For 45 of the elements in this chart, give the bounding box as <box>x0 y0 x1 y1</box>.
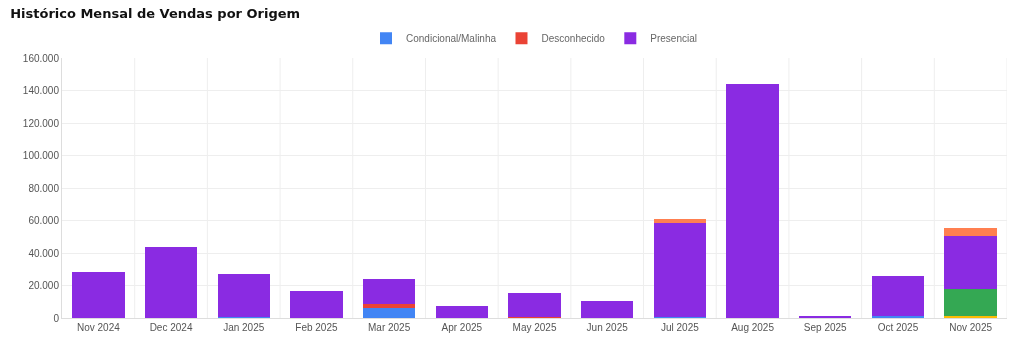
x-tick-label: Mar 2025 <box>367 322 411 333</box>
x-tick-label: Jul 2025 <box>660 322 700 333</box>
x-tick-label: May 2025 <box>512 322 557 333</box>
bar <box>72 271 125 318</box>
bar <box>144 247 198 318</box>
bar <box>581 300 634 318</box>
bar <box>508 293 561 318</box>
bar <box>290 290 343 318</box>
x-tick-label: Jun 2025 <box>586 322 629 333</box>
x-tick-label: Feb 2025 <box>295 322 338 333</box>
bar <box>871 276 925 317</box>
x-tick-label: Aug 2025 <box>731 322 775 333</box>
bar <box>944 236 997 290</box>
x-tick-label: Oct 2025 <box>877 322 919 333</box>
y-tick-label: 40.000 <box>28 247 60 259</box>
bar <box>362 307 416 318</box>
y-tick-label: 60.000 <box>28 215 60 226</box>
bar <box>653 218 707 224</box>
y-tick-label: 20.000 <box>28 280 60 291</box>
legend-label: Desconhecido <box>541 33 606 45</box>
x-tick-label: Jan 2025 <box>223 322 265 333</box>
x-tick-label: Dec 2024 <box>149 322 193 333</box>
bar <box>799 315 852 318</box>
x-tick-label: Sep 2025 <box>803 322 848 333</box>
y-tick-label: 140.000 <box>22 85 60 96</box>
x-tick-label: Nov 2025 <box>949 322 993 333</box>
bar <box>362 303 416 308</box>
bar <box>435 305 488 318</box>
y-tick-label: 160.000 <box>22 52 60 64</box>
legend-label: Condicional/Malinha <box>406 33 497 45</box>
x-tick-label: Nov 2024 <box>76 322 121 333</box>
bar <box>362 278 416 304</box>
bar <box>217 274 270 318</box>
bar <box>944 315 997 318</box>
legend-label: Presencial <box>650 33 698 45</box>
bar <box>726 84 779 318</box>
bar <box>944 227 997 237</box>
y-tick-label: 80.000 <box>28 182 60 194</box>
x-tick-label: Apr 2025 <box>441 322 483 333</box>
bar <box>653 223 707 318</box>
bar <box>944 289 997 316</box>
y-tick-label: 120.000 <box>22 117 60 129</box>
chart-title: Histórico Mensal de Vendas por Origem <box>10 5 301 21</box>
y-tick-label: 100.000 <box>22 150 60 161</box>
y-tick-label: 0 <box>53 312 60 324</box>
